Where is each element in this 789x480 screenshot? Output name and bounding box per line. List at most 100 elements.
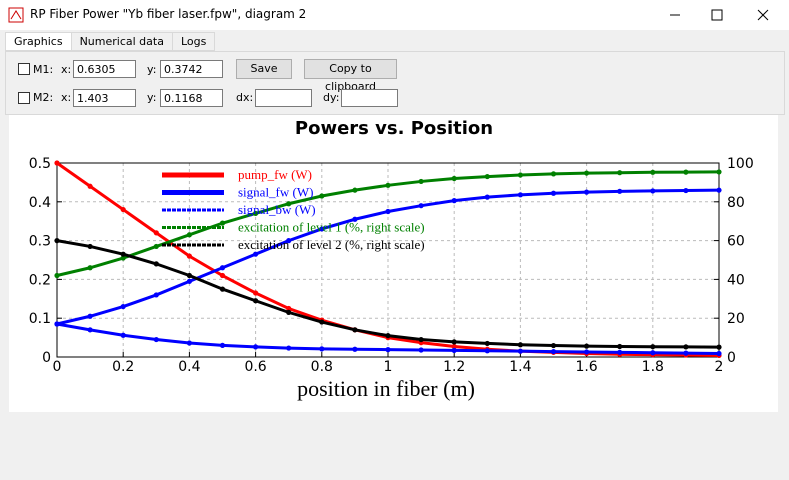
data-point [517,172,523,178]
data-point [286,345,292,351]
y-label: y: [147,63,157,76]
data-point [385,208,391,215]
data-point [219,220,226,226]
data-point [286,309,292,315]
data-point [219,342,226,348]
tab[interactable]: Numerical data [70,32,173,51]
x-input[interactable]: 1.403 [73,89,136,107]
y-tick-label: 0 [42,350,51,366]
plot-frame [56,162,720,358]
tab[interactable]: Logs [171,32,216,51]
chart-title: Powers vs. Position [295,118,493,139]
data-point [54,321,60,327]
data-point [617,349,623,355]
data-point [683,344,689,350]
data-point [683,169,689,175]
x-tick-label: 0.4 [178,359,200,375]
data-point [87,313,93,319]
data-point [253,210,259,217]
data-point [484,348,490,354]
data-point [153,230,159,236]
data-point [120,206,126,213]
data-point [153,336,159,343]
data-point [87,183,93,189]
data-point [153,243,159,250]
data-point [716,187,722,193]
data-point [550,348,557,355]
data-point [186,253,192,259]
data-point [219,286,226,292]
data-point [584,189,590,195]
window-title: RP Fiber Power "Yb fiber laser.fpw", dia… [30,7,307,21]
x-tick-label: 1.6 [575,359,597,375]
data-point [352,346,358,352]
data-point [650,169,656,175]
data-point [120,303,126,310]
data-point [186,232,192,238]
chart-background [9,115,778,412]
data-point [584,349,590,355]
x-tick-label: 0.6 [244,359,266,375]
y-input[interactable]: 0.3742 [160,60,223,78]
data-point [286,238,292,244]
data-point [120,332,126,338]
data-point [451,343,457,350]
y-tick-label: 0.1 [29,311,51,327]
data-point [617,343,623,350]
data-point [650,350,656,356]
data-point [385,347,391,353]
legend-label: pump_fw (W) [238,167,312,182]
x-tick-label: 2 [715,359,724,375]
data-point [451,175,457,182]
x-input[interactable]: 0.6305 [73,60,136,78]
data-point [683,350,689,356]
window-controls[interactable] [659,0,789,30]
data-point [716,169,722,175]
legend-label: signal_fw (W) [238,185,313,200]
data-point [617,170,623,176]
data-point [550,190,557,196]
title-bar: RP Fiber Power "Yb fiber laser.fpw", dia… [0,0,789,30]
legend-label: signal_bw (W) [238,202,316,217]
data-point [451,198,457,204]
y-tick-label: 0.4 [29,195,51,211]
data-point [451,347,457,354]
data-point [186,340,192,346]
data-point [451,339,457,345]
dx-label: dx: [236,91,254,104]
dx-input[interactable] [255,89,312,107]
y2-tick-label: 20 [727,311,745,327]
y-tick-label: 0.5 [29,156,51,172]
y-tick-label: 0.2 [29,272,51,288]
checkbox[interactable] [18,92,30,104]
x-axis-label: position in fiber (m) [297,376,475,401]
data-point [120,255,126,261]
save-button[interactable]: Save [236,59,292,79]
data-point [418,336,424,343]
data-point [120,251,126,257]
data-point [253,251,259,257]
dy-input[interactable] [341,89,398,107]
data-point [517,192,523,198]
x-tick-label: 1 [384,359,393,375]
chart: Powers vs. Position position in fiber (m… [9,115,778,412]
checkbox[interactable] [18,63,30,75]
data-point [550,342,557,349]
y2-tick-label: 80 [727,195,745,211]
data-point [385,333,391,339]
copy-button[interactable]: Copy to clipboard [304,59,397,93]
data-point [352,216,358,222]
data-point [650,344,656,350]
data-point [219,265,226,271]
data-point [517,348,523,354]
data-point [54,238,60,244]
tab[interactable]: Graphics [5,32,72,51]
data-point [319,346,325,352]
data-point [584,170,590,176]
data-point [683,187,689,194]
data-point [286,201,292,207]
x-label: x: [61,63,72,76]
y-input[interactable]: 0.1168 [160,89,223,107]
tab-bar: Graphics Numerical data Logs [5,32,216,51]
